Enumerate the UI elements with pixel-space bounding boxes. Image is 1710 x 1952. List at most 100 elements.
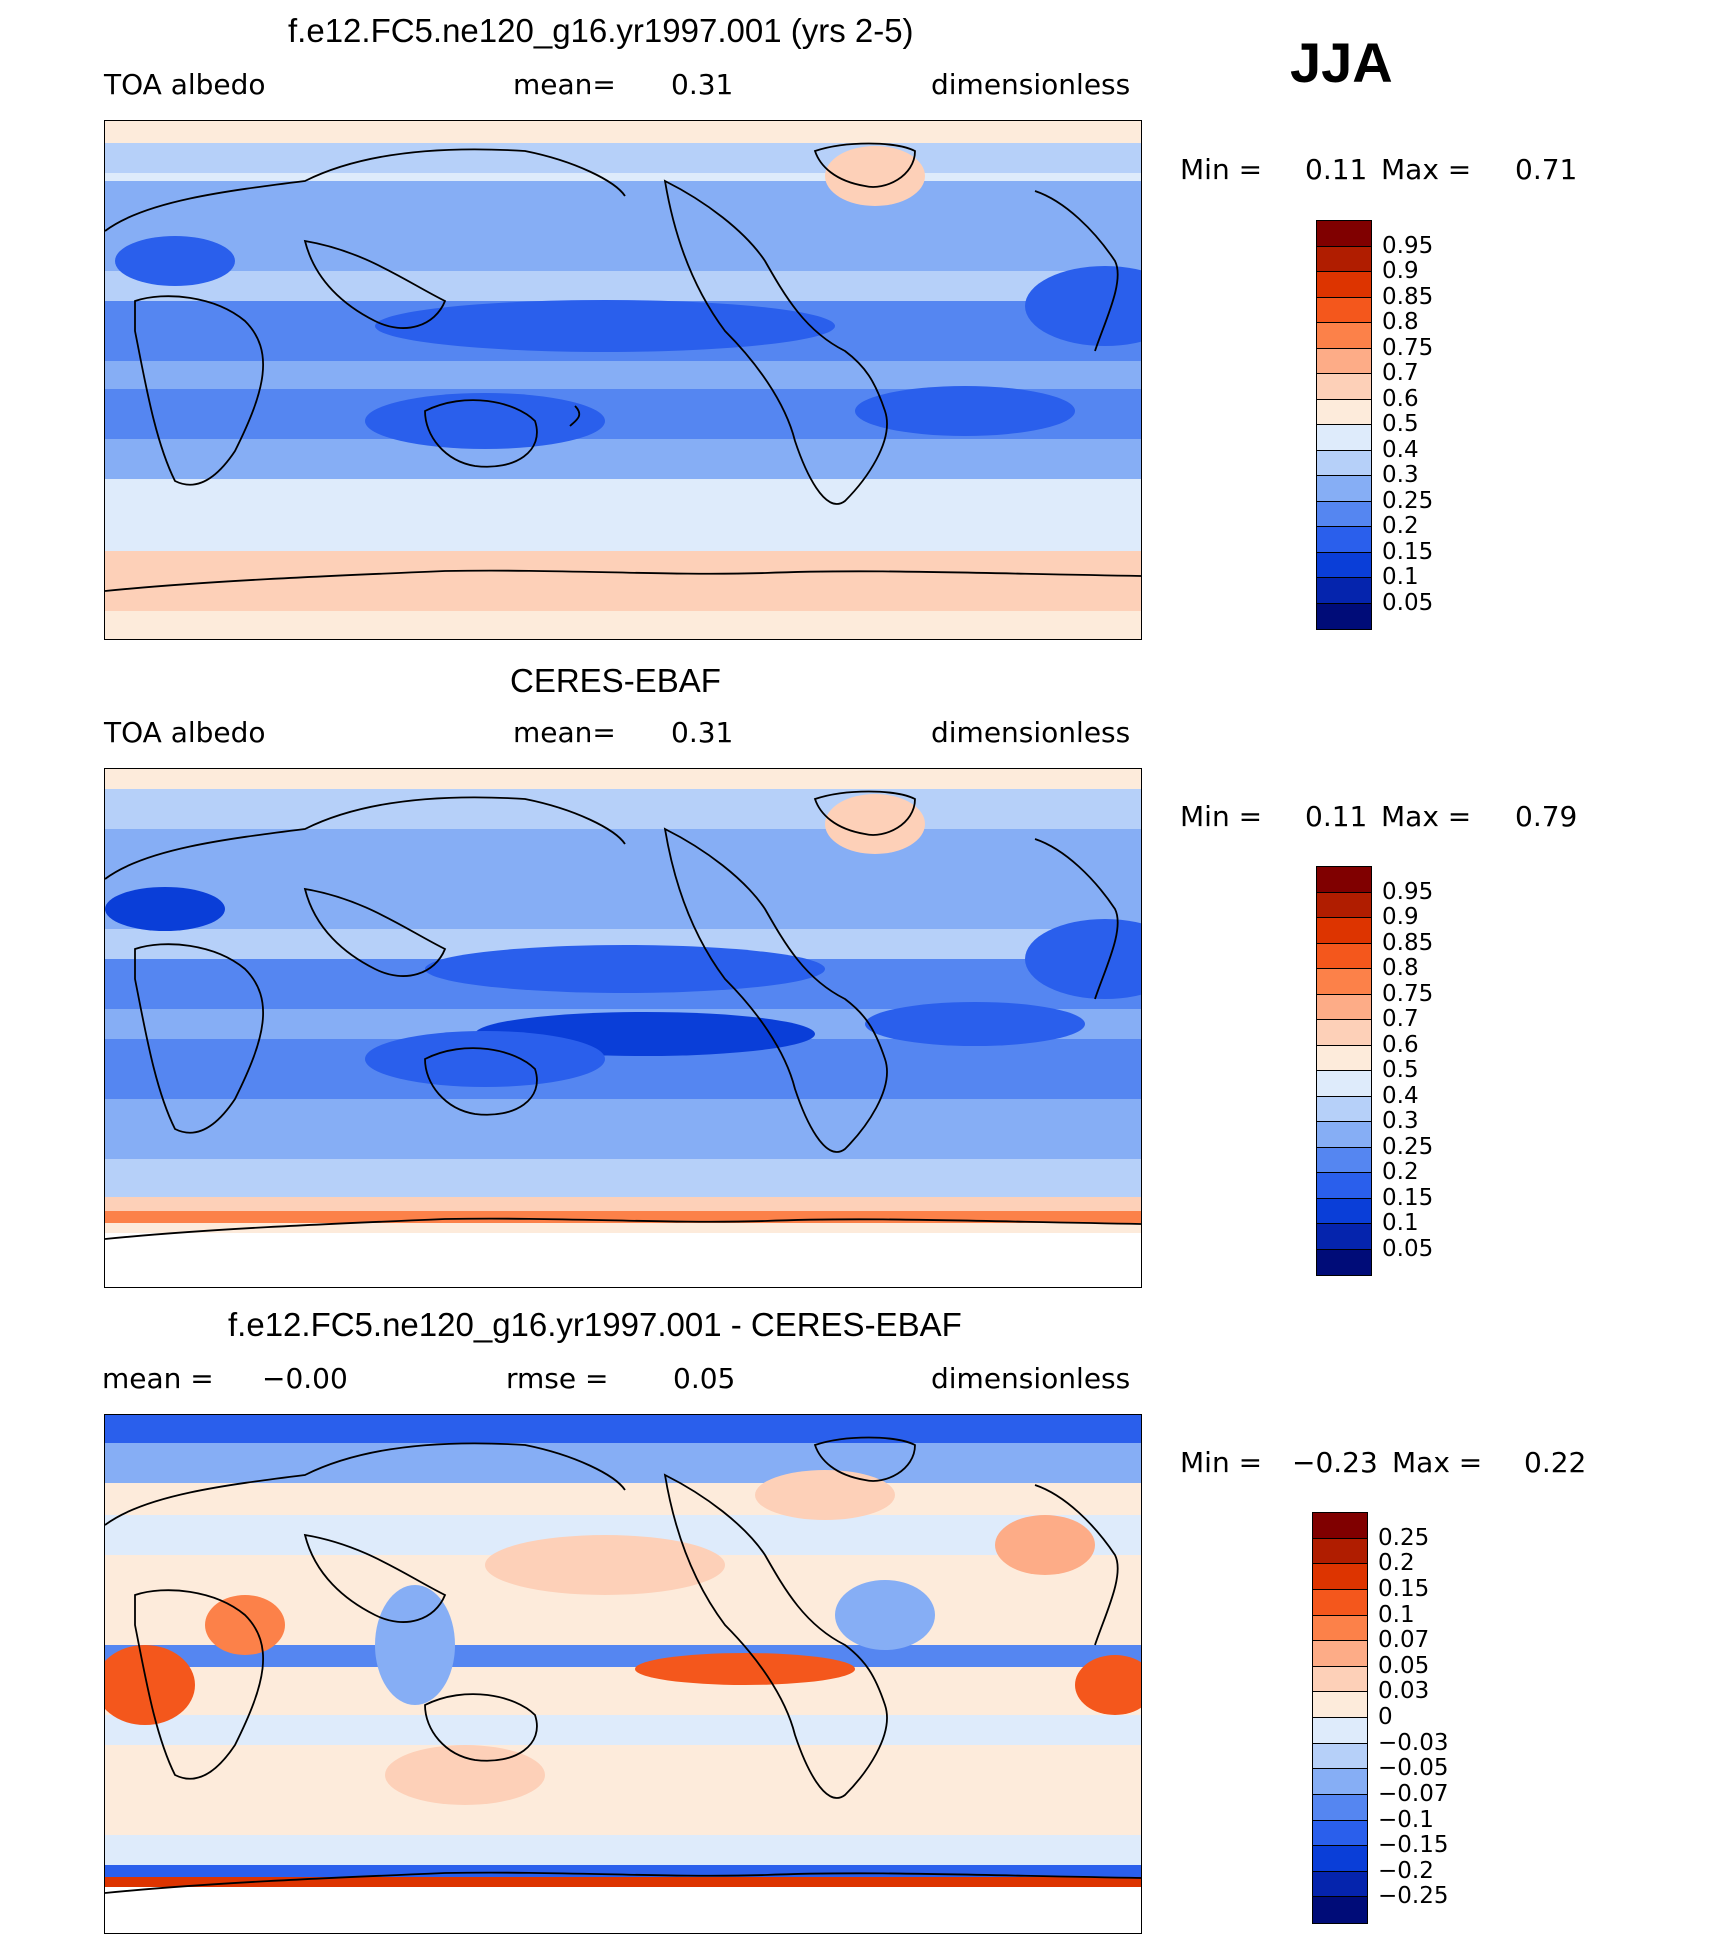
colorbar-tick-label: 0.1 bbox=[1378, 1601, 1415, 1628]
colorbar-swatch bbox=[1317, 246, 1371, 272]
colorbar-tick-label: 0.25 bbox=[1378, 1524, 1430, 1551]
colorbar-tick-label: 0.95 bbox=[1382, 232, 1434, 259]
panel-obs-variable: TOA albedo bbox=[104, 716, 266, 749]
panel-diff-mean-value: −0.00 bbox=[262, 1362, 348, 1395]
colorbar-tick-label: 0.05 bbox=[1382, 589, 1434, 616]
colorbar-swatch bbox=[1317, 425, 1371, 451]
colorbar-tick-label: −0.2 bbox=[1378, 1857, 1434, 1884]
colorbar-tick-label: 0.7 bbox=[1382, 360, 1419, 386]
colorbar-tick-label: 0.2 bbox=[1382, 1159, 1419, 1185]
colorbar-tick-label: 0.6 bbox=[1382, 385, 1419, 412]
obs-albedo-map bbox=[104, 768, 1142, 1288]
colorbar-tick-label: 0.05 bbox=[1378, 1652, 1430, 1679]
colorbar-tick-label: 0.25 bbox=[1382, 487, 1434, 514]
model-colorbar bbox=[1316, 220, 1372, 630]
panel-diff-min-value: −0.23 bbox=[1292, 1446, 1378, 1479]
colorbar-swatch bbox=[1313, 1564, 1367, 1590]
panel-diff-title: f.e12.FC5.ne120_g16.yr1997.001 - CERES-E… bbox=[228, 1306, 962, 1343]
colorbar-swatch bbox=[1317, 323, 1371, 349]
panel-obs-mean-label: mean= bbox=[513, 716, 616, 749]
colorbar-swatch bbox=[1317, 867, 1371, 893]
colorbar-swatch bbox=[1317, 1147, 1371, 1173]
colorbar-swatch bbox=[1313, 1794, 1367, 1821]
colorbar-tick-label: 0.4 bbox=[1382, 1082, 1419, 1109]
colorbar-swatch bbox=[1317, 1071, 1371, 1097]
panel-model-min-label: Min = bbox=[1180, 153, 1263, 186]
panel-diff-max-label: Max = bbox=[1392, 1446, 1483, 1479]
colorbar-swatch bbox=[1313, 1641, 1367, 1667]
colorbar-swatch bbox=[1317, 552, 1371, 578]
panel-obs-min-value: 0.11 bbox=[1305, 800, 1368, 833]
colorbar-swatch bbox=[1317, 1122, 1371, 1148]
colorbar-swatch bbox=[1317, 1020, 1371, 1046]
panel-diff-min-label: Min = bbox=[1180, 1446, 1263, 1479]
colorbar-tick-label: 0.4 bbox=[1382, 436, 1419, 463]
colorbar-tick-label: 0.25 bbox=[1382, 1133, 1434, 1160]
colorbar-tick-label: 0.1 bbox=[1382, 564, 1419, 590]
colorbar-tick-label: 0.3 bbox=[1382, 462, 1419, 488]
colorbar-swatch bbox=[1313, 1820, 1367, 1847]
colorbar-tick-label: 0.85 bbox=[1382, 283, 1434, 310]
colorbar-swatch bbox=[1317, 527, 1371, 553]
panel-diff-mean-label: mean = bbox=[102, 1362, 214, 1395]
panel-diff-rmse-value: 0.05 bbox=[673, 1362, 736, 1395]
panel-obs-min-label: Min = bbox=[1180, 800, 1263, 833]
panel-diff-rmse-label: rmse = bbox=[506, 1362, 609, 1395]
colorbar-tick-label: 0 bbox=[1378, 1704, 1393, 1730]
colorbar-tick-label: 0.05 bbox=[1382, 1235, 1434, 1262]
panel-model-min-value: 0.11 bbox=[1305, 153, 1368, 186]
colorbar-tick-label: 0.15 bbox=[1382, 538, 1434, 565]
colorbar-swatch bbox=[1313, 1718, 1367, 1744]
colorbar-tick-label: −0.25 bbox=[1378, 1883, 1449, 1910]
colorbar-swatch bbox=[1313, 1743, 1367, 1770]
colorbar-swatch bbox=[1317, 399, 1371, 425]
colorbar-tick-label: 0.1 bbox=[1382, 1210, 1419, 1236]
colorbar-tick-label: 0.7 bbox=[1382, 1006, 1419, 1032]
colorbar-swatch bbox=[1317, 603, 1371, 629]
colorbar-swatch bbox=[1317, 221, 1371, 247]
colorbar-swatch bbox=[1313, 1538, 1367, 1565]
colorbar-tick-label: −0.1 bbox=[1378, 1806, 1434, 1833]
colorbar-swatch bbox=[1317, 1045, 1371, 1071]
colorbar-swatch bbox=[1313, 1589, 1367, 1616]
colorbar-tick-label: 0.95 bbox=[1382, 878, 1434, 905]
colorbar-swatch bbox=[1317, 501, 1371, 527]
colorbar-tick-label: 0.9 bbox=[1382, 904, 1419, 930]
panel-model-mean-label: mean= bbox=[513, 68, 616, 101]
colorbar-swatch bbox=[1317, 1224, 1371, 1250]
colorbar-swatch bbox=[1313, 1692, 1367, 1718]
colorbar-swatch bbox=[1317, 297, 1371, 323]
colorbar-swatch bbox=[1313, 1666, 1367, 1693]
colorbar-tick-label: 0.8 bbox=[1382, 955, 1419, 981]
panel-diff-max-value: 0.22 bbox=[1524, 1446, 1587, 1479]
panel-model-max-value: 0.71 bbox=[1515, 153, 1578, 186]
colorbar-tick-label: 0.15 bbox=[1378, 1575, 1430, 1602]
colorbar-tick-label: 0.3 bbox=[1382, 1108, 1419, 1134]
panel-diff-units: dimensionless bbox=[931, 1362, 1131, 1395]
model-albedo-map bbox=[104, 120, 1142, 640]
panel-model-variable: TOA albedo bbox=[104, 68, 266, 101]
diff-colorbar bbox=[1312, 1512, 1368, 1924]
colorbar-tick-label: 0.2 bbox=[1378, 1550, 1415, 1577]
colorbar-tick-label: 0.07 bbox=[1378, 1627, 1430, 1654]
colorbar-tick-label: 0.5 bbox=[1382, 1057, 1419, 1083]
colorbar-swatch bbox=[1317, 1249, 1371, 1275]
colorbar-tick-label: −0.15 bbox=[1378, 1832, 1449, 1859]
panel-model-title: f.e12.FC5.ne120_g16.yr1997.001 (yrs 2-5) bbox=[288, 12, 914, 49]
colorbar-swatch bbox=[1317, 918, 1371, 944]
colorbar-tick-label: 0.6 bbox=[1382, 1031, 1419, 1058]
colorbar-swatch bbox=[1317, 969, 1371, 995]
colorbar-swatch bbox=[1317, 1198, 1371, 1224]
colorbar-tick-label: 0.03 bbox=[1378, 1678, 1430, 1705]
colorbar-tick-label: 0.85 bbox=[1382, 929, 1434, 956]
colorbar-tick-label: 0.75 bbox=[1382, 334, 1434, 361]
colorbar-swatch bbox=[1317, 994, 1371, 1020]
colorbar-tick-label: 0.9 bbox=[1382, 258, 1419, 284]
colorbar-swatch bbox=[1317, 892, 1371, 918]
colorbar-swatch bbox=[1317, 1096, 1371, 1122]
panel-model-units: dimensionless bbox=[931, 68, 1131, 101]
colorbar-tick-label: 0.5 bbox=[1382, 411, 1419, 437]
colorbar-tick-label: 0.75 bbox=[1382, 980, 1434, 1007]
panel-model-max-label: Max = bbox=[1381, 153, 1472, 186]
colorbar-swatch bbox=[1317, 374, 1371, 400]
